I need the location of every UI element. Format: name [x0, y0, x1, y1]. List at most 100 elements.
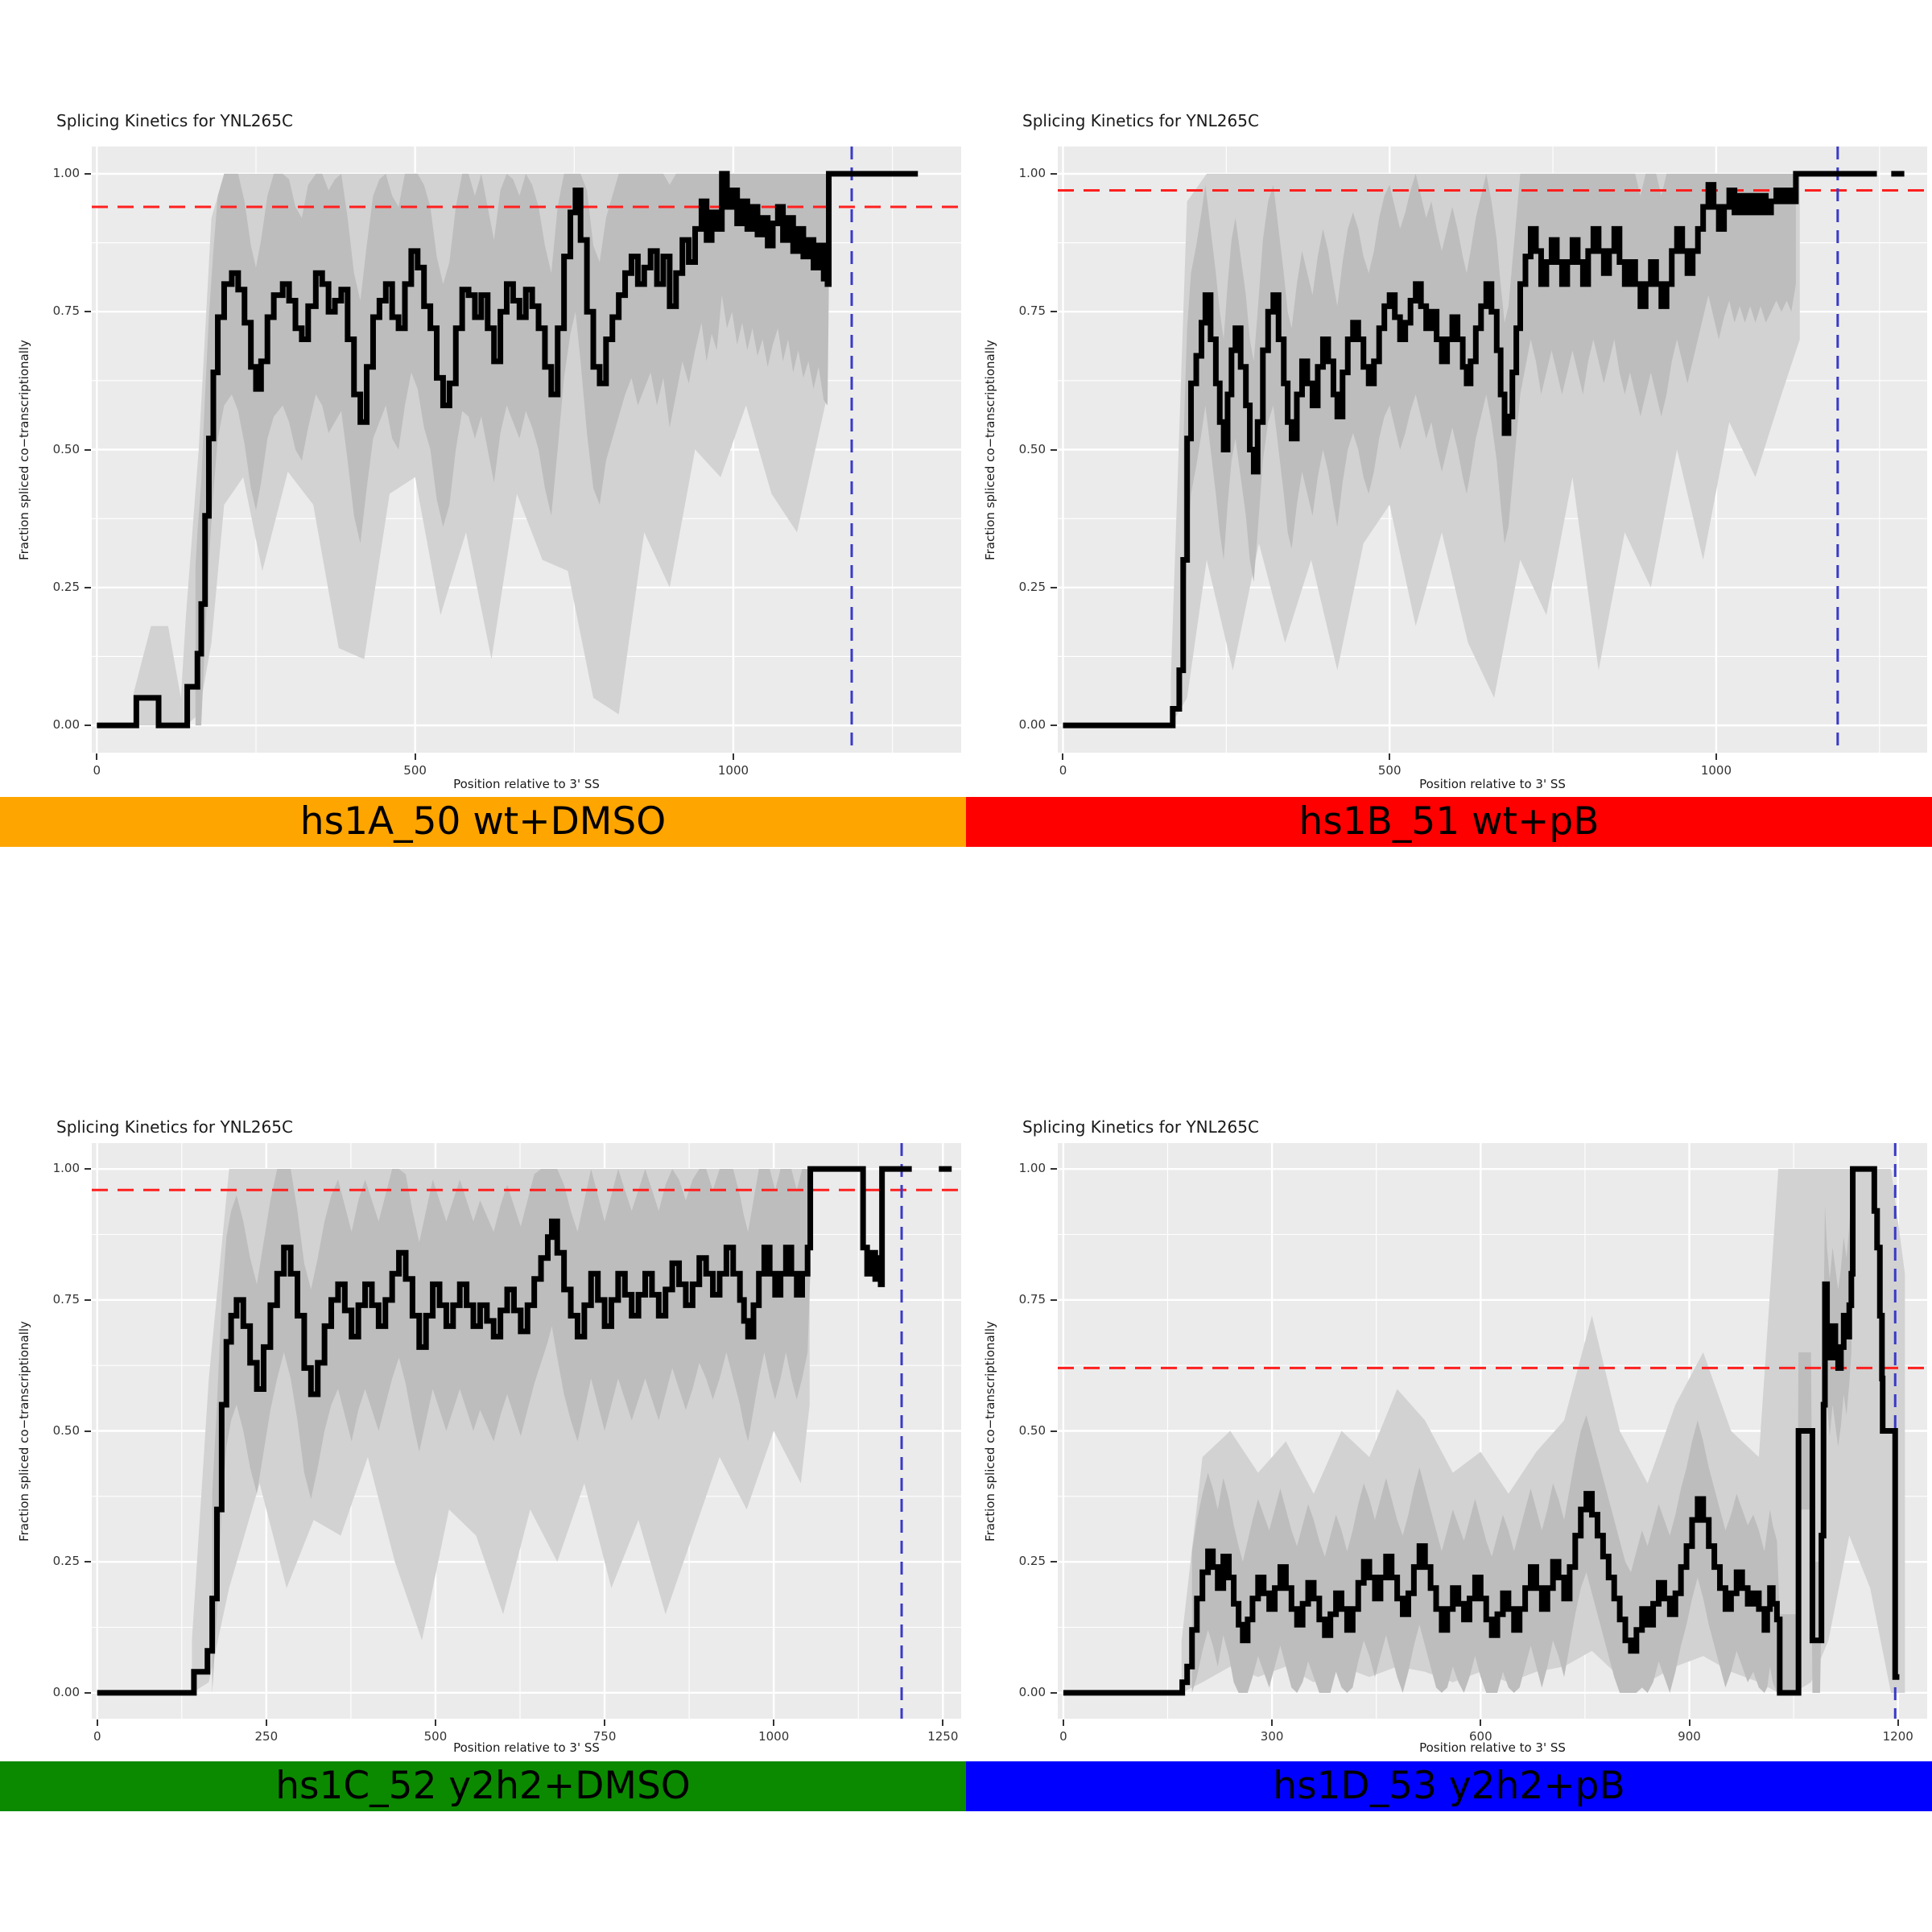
x-tick-mark — [1062, 753, 1064, 760]
x-tick-label: 1000 — [758, 1729, 790, 1744]
x-tick-label: 500 — [403, 763, 427, 778]
panel-hs1B: Splicing Kinetics for YNL265C Fraction s… — [966, 0, 1932, 847]
x-tick-mark — [604, 1719, 606, 1726]
condition-label: hs1A_50 wt+DMSO — [299, 799, 667, 844]
y-tick-label: 0.00 — [1018, 1684, 1046, 1699]
x-tick-mark — [1897, 1719, 1899, 1726]
x-tick-label: 0 — [93, 763, 101, 778]
y-tick-mark — [85, 1168, 91, 1170]
plot-panel — [92, 147, 961, 753]
x-tick-label: 600 — [1468, 1729, 1492, 1744]
plot-panel — [92, 1143, 961, 1719]
y-tick-label: 0.75 — [52, 1291, 80, 1307]
y-tick-label: 0.25 — [52, 1554, 80, 1569]
y-tick-mark — [85, 586, 91, 588]
panel-hs1A: Splicing Kinetics for YNL265C Fraction s… — [0, 0, 966, 847]
condition-label: hs1B_51 wt+pB — [1298, 799, 1600, 844]
chart-canvas — [92, 1143, 961, 1719]
chart-canvas — [1058, 147, 1927, 753]
y-tick-mark — [1051, 448, 1057, 451]
x-tick-label: 500 — [1377, 763, 1402, 778]
y-tick-mark — [1051, 172, 1057, 175]
y-tick-mark — [85, 311, 91, 313]
plot-title: Splicing Kinetics for YNL265C — [56, 111, 293, 130]
x-tick-mark — [96, 753, 98, 760]
condition-label-bar: hs1C_52 y2h2+DMSO — [0, 1761, 966, 1811]
x-tick-mark — [942, 1719, 944, 1726]
y-tick-label: 0.50 — [52, 1422, 80, 1438]
plot-title: Splicing Kinetics for YNL265C — [56, 1117, 293, 1137]
chart-canvas — [92, 147, 961, 753]
y-tick-label: 1.00 — [1018, 1161, 1046, 1176]
y-tick-mark — [85, 1298, 91, 1301]
condition-label-bar: hs1B_51 wt+pB — [966, 797, 1932, 847]
x-tick-label: 500 — [423, 1729, 448, 1744]
condition-label-bar: hs1D_53 y2h2+pB — [966, 1761, 1932, 1811]
y-tick-label: 1.00 — [1018, 165, 1046, 180]
y-tick-mark — [85, 1561, 91, 1563]
plot-panel — [1058, 1143, 1927, 1719]
y-tick-mark — [85, 724, 91, 727]
x-tick-mark — [1062, 1719, 1064, 1726]
y-tick-label: 0.50 — [1018, 1422, 1046, 1438]
y-tick-mark — [1051, 311, 1057, 313]
plot-title: Splicing Kinetics for YNL265C — [1022, 111, 1259, 130]
y-tick-label: 1.00 — [52, 165, 80, 180]
x-tick-label: 0 — [1059, 763, 1067, 778]
y-tick-mark — [1051, 724, 1057, 727]
x-tick-mark — [265, 1719, 267, 1726]
x-tick-mark — [773, 1719, 775, 1726]
y-tick-label: 0.75 — [52, 303, 80, 319]
x-tick-label: 1000 — [717, 763, 749, 778]
x-tick-mark — [732, 753, 734, 760]
x-tick-label: 250 — [254, 1729, 279, 1744]
x-tick-label: 1200 — [1882, 1729, 1913, 1744]
x-tick-mark — [1715, 753, 1717, 760]
y-tick-label: 0.50 — [1018, 441, 1046, 456]
condition-label: hs1D_53 y2h2+pB — [1273, 1764, 1625, 1808]
y-tick-mark — [85, 448, 91, 451]
y-tick-mark — [1051, 1298, 1057, 1301]
x-tick-mark — [1271, 1719, 1274, 1726]
y-tick-mark — [85, 1430, 91, 1432]
x-tick-mark — [414, 753, 416, 760]
plot-title: Splicing Kinetics for YNL265C — [1022, 1117, 1259, 1137]
condition-label-bar: hs1A_50 wt+DMSO — [0, 797, 966, 847]
x-tick-label: 1000 — [1700, 763, 1732, 778]
y-tick-label: 0.25 — [1018, 579, 1046, 594]
y-tick-label: 0.00 — [52, 1684, 80, 1699]
y-tick-mark — [85, 1691, 91, 1694]
x-tick-label: 0 — [93, 1729, 101, 1744]
x-axis-label: Position relative to 3' SS — [453, 1740, 600, 1755]
y-tick-label: 0.75 — [1018, 1291, 1046, 1307]
y-tick-label: 0.75 — [1018, 303, 1046, 319]
y-tick-label: 0.00 — [52, 717, 80, 733]
y-tick-label: 1.00 — [52, 1161, 80, 1176]
x-tick-label: 750 — [592, 1729, 617, 1744]
x-tick-mark — [96, 1719, 98, 1726]
x-tick-label: 300 — [1260, 1729, 1284, 1744]
y-tick-mark — [1051, 1430, 1057, 1432]
x-tick-mark — [1389, 753, 1391, 760]
y-tick-label: 0.50 — [52, 441, 80, 456]
x-tick-label: 1250 — [927, 1729, 959, 1744]
y-tick-label: 0.00 — [1018, 717, 1046, 733]
x-tick-mark — [1480, 1719, 1482, 1726]
condition-label: hs1C_52 y2h2+DMSO — [275, 1764, 691, 1808]
x-axis-label: Position relative to 3' SS — [453, 777, 600, 791]
chart-canvas — [1058, 1143, 1927, 1719]
x-tick-label: 0 — [1059, 1729, 1067, 1744]
y-tick-mark — [1051, 1561, 1057, 1563]
plot-panel — [1058, 147, 1927, 753]
x-tick-mark — [434, 1719, 436, 1726]
y-tick-label: 0.25 — [52, 579, 80, 594]
y-tick-mark — [85, 172, 91, 175]
panel-hs1C: Splicing Kinetics for YNL265C Fraction s… — [0, 1006, 966, 1811]
x-tick-label: 900 — [1678, 1729, 1701, 1744]
y-tick-mark — [1051, 1168, 1057, 1170]
y-tick-mark — [1051, 1691, 1057, 1694]
x-tick-mark — [1688, 1719, 1690, 1726]
panel-hs1D: Splicing Kinetics for YNL265C Fraction s… — [966, 1006, 1932, 1811]
x-axis-label: Position relative to 3' SS — [1419, 1740, 1566, 1755]
